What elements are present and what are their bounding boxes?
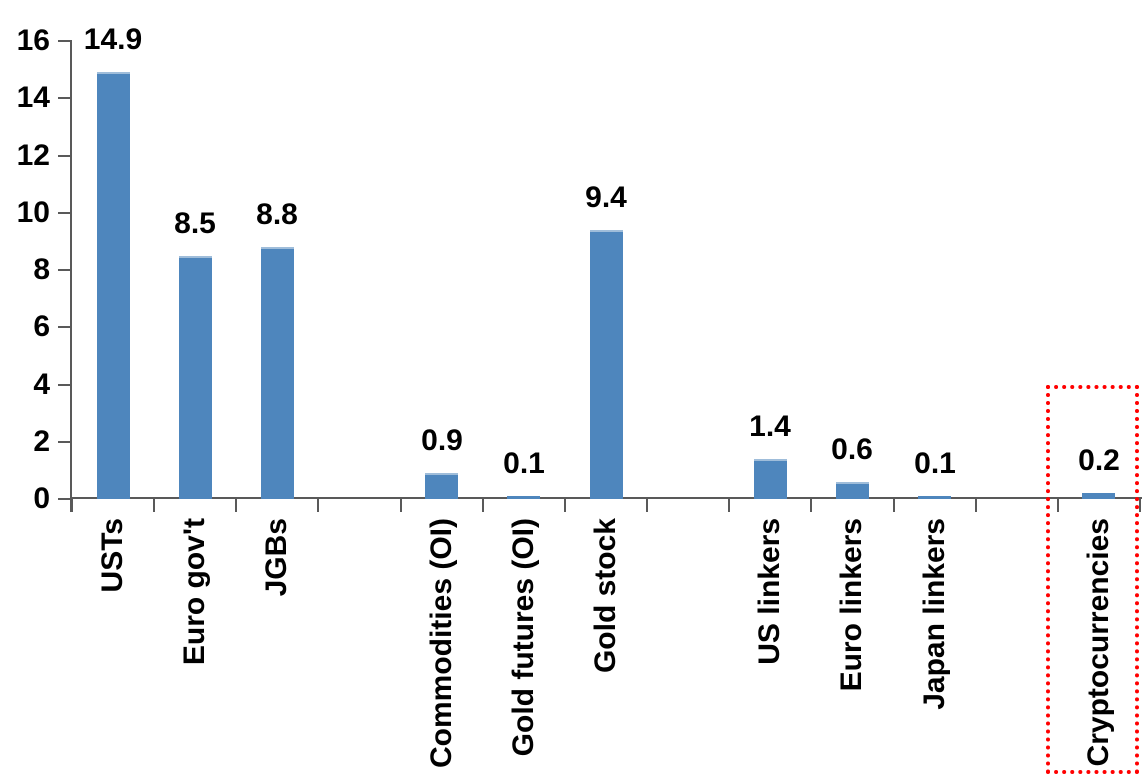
bar-value-label: 1.4: [749, 410, 791, 443]
y-axis-tick: [58, 326, 72, 329]
bar-Euro linkers: [836, 481, 869, 499]
bar-value-label: 0.2: [1078, 444, 1120, 477]
y-axis-tick-label: 10: [16, 195, 50, 229]
y-axis-tick: [58, 498, 72, 500]
x-axis-tick: [1139, 498, 1141, 512]
x-axis-tick: [563, 498, 566, 512]
y-axis-tick-label: 6: [33, 310, 50, 344]
y-axis-tick: [58, 211, 72, 214]
y-axis-tick-label: 12: [16, 138, 50, 172]
bar-USTs: [97, 72, 130, 499]
y-axis-tick-label: 0: [33, 482, 50, 515]
bar-value-label: 0.9: [421, 424, 463, 457]
x-axis-tick: [481, 498, 484, 512]
y-axis-tick-label: 16: [16, 24, 50, 57]
y-axis-tick: [58, 154, 72, 157]
x-axis-tick: [728, 498, 731, 512]
y-axis-tick: [58, 40, 72, 42]
bar-JGBs: [261, 247, 294, 499]
bar-Euro gov't: [179, 255, 212, 499]
y-axis-tick: [58, 269, 72, 271]
bar-US linkers: [754, 458, 787, 499]
x-axis-tick: [153, 498, 156, 512]
x-category-label: Gold stock: [589, 518, 622, 674]
bar-Gold stock: [590, 229, 623, 499]
x-axis-tick: [235, 498, 238, 512]
y-axis-tick-label: 14: [16, 81, 50, 115]
x-category-label: Euro linkers: [835, 518, 868, 692]
x-category-label: Gold futures (OI): [507, 518, 540, 757]
y-axis-tick-label: 4: [33, 367, 50, 401]
x-axis-tick: [71, 498, 73, 512]
bar-value-label: 0.1: [914, 447, 956, 480]
x-axis-tick: [399, 498, 402, 512]
y-axis-tick-label: 2: [33, 424, 50, 458]
y-axis-tick: [58, 383, 72, 386]
bar-value-label: 0.1: [503, 447, 545, 480]
bar-value-label: 14.9: [83, 23, 143, 56]
y-axis-tick-label: 8: [33, 253, 50, 286]
x-category-label: Japan linkers: [918, 518, 951, 710]
x-axis-tick: [810, 498, 813, 512]
x-axis-tick: [317, 498, 320, 512]
bar-Japan linkers: [918, 496, 951, 499]
x-axis-tick: [1056, 498, 1059, 512]
bar-Commodities (OI): [425, 473, 458, 499]
x-axis-tick: [974, 498, 977, 512]
x-axis-tick: [646, 498, 649, 512]
x-category-label: Euro gov't: [178, 518, 211, 666]
x-category-label: Commodities (OI): [425, 518, 458, 769]
bar-value-label: 9.4: [585, 181, 627, 214]
bar-Gold futures (OI): [507, 496, 540, 499]
bar-value-label: 8.8: [256, 198, 298, 231]
bar-value-label: 0.6: [831, 433, 873, 466]
x-category-label: Cryptocurrencies: [1082, 518, 1115, 767]
y-axis-line: [70, 40, 72, 512]
y-axis-tick: [58, 440, 72, 443]
bar-Cryptocurrencies: [1082, 493, 1115, 499]
x-category-label: USTs: [96, 518, 129, 593]
y-axis-tick: [58, 97, 72, 100]
x-category-label: JGBs: [260, 518, 293, 597]
highlight-box: [1046, 385, 1139, 774]
x-axis-tick: [892, 498, 895, 512]
x-category-label: US linkers: [753, 518, 786, 665]
bar-value-label: 8.5: [174, 207, 216, 240]
